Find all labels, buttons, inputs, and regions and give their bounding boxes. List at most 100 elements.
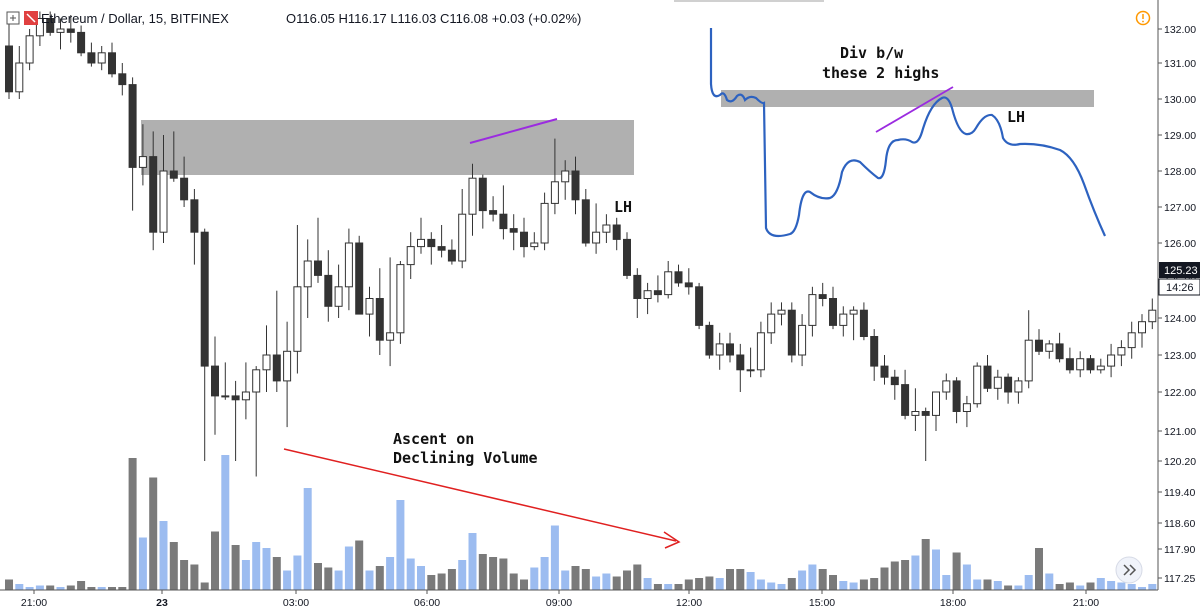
volume-bar <box>653 584 662 590</box>
candle <box>1004 373 1013 404</box>
last-price-badge: 125.23 <box>1159 262 1200 278</box>
volume-bar <box>427 575 436 590</box>
volume-bar <box>592 576 601 590</box>
volume-bar <box>829 575 837 590</box>
volume-bar <box>890 561 899 590</box>
candle <box>932 391 940 431</box>
inset-zone <box>721 90 1094 107</box>
volume-bar <box>262 548 271 590</box>
volume-bar <box>1086 582 1095 590</box>
symbol-title[interactable]: Ethereum / Dollar, 15, BITFINEX <box>41 11 229 26</box>
candle <box>1014 377 1023 404</box>
candle <box>756 321 765 378</box>
volume-bar <box>602 573 611 590</box>
volume-bar <box>993 581 1002 590</box>
alert-icon[interactable] <box>1135 10 1151 26</box>
volume-bar <box>417 566 425 590</box>
candle <box>159 135 168 243</box>
candle <box>571 156 580 215</box>
volume-bar <box>880 567 889 590</box>
candle <box>427 232 436 265</box>
candle <box>262 325 271 392</box>
price-tick-label: 124.00 <box>1164 313 1196 325</box>
price-tick-label: 132.00 <box>1164 24 1196 36</box>
volume-bar <box>468 533 477 590</box>
candle <box>942 373 951 400</box>
chart-header: Ethereum / Dollar, 15, BITFINEX O116.05 … <box>6 10 1151 26</box>
volume-bar <box>458 560 467 590</box>
candle <box>664 261 673 299</box>
price-tick-label: 118.60 <box>1164 518 1195 530</box>
volume-bar <box>241 560 250 590</box>
candle <box>190 189 199 265</box>
volume-bar <box>35 585 44 590</box>
volume-bar <box>355 540 364 590</box>
volume-bar <box>66 585 75 590</box>
lh-label-right: LH <box>1007 108 1025 126</box>
volume-bar <box>767 582 776 590</box>
declining-volume-arrow[interactable] <box>283 448 681 549</box>
candle <box>447 239 456 265</box>
volume-bar <box>942 575 951 590</box>
candle <box>684 268 693 295</box>
volume-bar <box>447 569 456 590</box>
divergence-line[interactable] <box>469 118 558 144</box>
candle <box>365 286 374 337</box>
price-tick-label: 117.25 <box>1164 573 1195 585</box>
volume-bar <box>736 569 745 590</box>
volume-bar <box>324 567 333 590</box>
candle <box>15 46 24 99</box>
time-tick-label: 15:00 <box>809 597 835 609</box>
volume-bar <box>674 584 683 590</box>
candle <box>530 232 539 251</box>
time-tick-label: 09:00 <box>546 597 572 609</box>
volume-bar <box>97 587 106 590</box>
time-tick-label: 12:00 <box>676 597 702 609</box>
expand-icon[interactable] <box>6 11 20 25</box>
volume-bar <box>921 539 930 590</box>
time-axis[interactable]: 21:00 23 03:00 06:00 09:00 12:00 15:00 18:00 21:… <box>0 589 1200 614</box>
volume-bar <box>1045 573 1054 590</box>
candle <box>35 11 44 46</box>
countdown-value: 14:26 <box>1166 282 1194 294</box>
candle <box>612 217 621 251</box>
candle <box>406 232 415 279</box>
volume-bar <box>571 566 580 590</box>
resistance-zone <box>141 120 634 175</box>
scroll-right-icon[interactable] <box>1115 556 1143 584</box>
volume-bar <box>15 584 24 590</box>
volume-bar <box>25 587 34 590</box>
volume-bar <box>1024 575 1033 590</box>
candle <box>5 22 13 99</box>
toolbar-edge <box>674 0 824 2</box>
symbol-color-icon <box>24 11 38 25</box>
volume-bar <box>1127 584 1136 590</box>
volume-bar <box>839 581 848 590</box>
candle <box>1086 355 1095 374</box>
candle <box>581 189 590 247</box>
candle <box>344 228 353 311</box>
volume-bar <box>386 557 395 590</box>
volume-bar <box>1035 548 1043 590</box>
volume-bar <box>108 587 116 590</box>
volume-bar <box>870 578 879 590</box>
volume-bar <box>715 578 724 590</box>
candle <box>128 77 137 211</box>
candle <box>736 343 745 392</box>
candle <box>880 355 889 385</box>
volume-bar <box>149 477 158 590</box>
volume-bar <box>334 570 343 590</box>
candle <box>715 332 724 370</box>
candle <box>1096 358 1105 374</box>
volume-bar <box>283 570 292 590</box>
candle <box>77 25 86 57</box>
candle <box>643 282 652 315</box>
candle <box>293 225 302 374</box>
candle <box>633 268 642 318</box>
candle <box>314 217 322 283</box>
candle <box>592 203 601 254</box>
volume-bar <box>520 579 528 590</box>
volume-bar <box>1138 587 1146 590</box>
volume-bar <box>849 582 858 590</box>
